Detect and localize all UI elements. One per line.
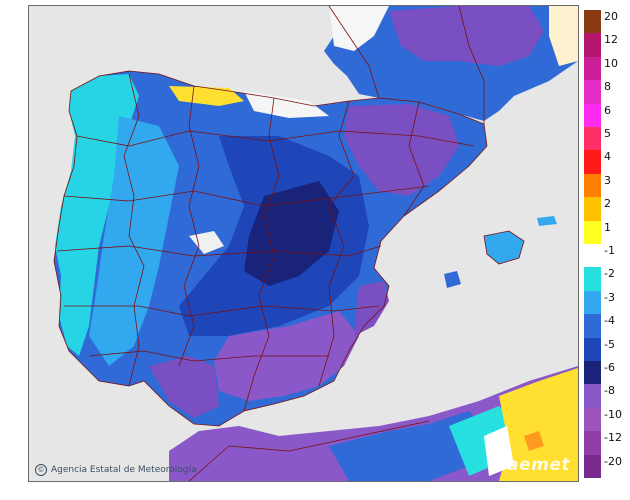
north-coast-pale xyxy=(244,91,329,118)
legend-label: 5 xyxy=(604,127,611,140)
copyright-icon: © xyxy=(35,464,47,476)
legend-label: -3 xyxy=(604,290,615,304)
legend-label: -1 xyxy=(604,244,615,257)
legend-label: 8 xyxy=(604,80,611,94)
central-navy-band xyxy=(244,181,339,286)
ebro-cold-area xyxy=(344,104,459,196)
north-coast-warm xyxy=(169,86,244,106)
legend-swatch xyxy=(584,431,601,455)
legend-swatch xyxy=(584,80,601,104)
legend-label: 10 xyxy=(604,56,618,70)
menorca xyxy=(537,216,557,226)
legend-swatch xyxy=(584,384,601,408)
legend-label: -12 xyxy=(604,431,622,445)
france-pale-area xyxy=(329,6,389,51)
legend-swatch xyxy=(584,220,601,244)
legend-label: 1 xyxy=(604,220,611,234)
province-boundaries xyxy=(53,6,525,481)
legend-swatch xyxy=(584,33,601,57)
legend-swatch xyxy=(584,56,601,81)
legend-label: 2 xyxy=(604,197,611,211)
south-cold-area xyxy=(149,356,219,418)
map-graphic xyxy=(29,6,578,481)
legend-label: 3 xyxy=(604,173,611,187)
mallorca xyxy=(484,231,524,264)
temperature-legend: 20 12 10 8 6 5 4 3 2 1 -1 -2 -3 -4 -5 -6 -8 -10 -12 -20 xyxy=(584,10,630,480)
center-light-patch xyxy=(189,231,224,254)
legend-swatch xyxy=(584,361,601,385)
aemet-watermark: aemet xyxy=(507,455,570,475)
legend-label: -2 xyxy=(604,267,615,281)
legend-swatch xyxy=(584,10,601,34)
ibiza xyxy=(444,271,461,288)
north-africa-blue xyxy=(329,411,489,481)
legend-swatch xyxy=(584,454,601,478)
legend-label: -4 xyxy=(604,314,615,328)
north-africa-white xyxy=(484,426,514,476)
north-africa-orange xyxy=(524,431,544,451)
legend-label: 4 xyxy=(604,150,611,164)
credit-text: Agencia Estatal de Meteorología xyxy=(51,465,197,475)
legend-label: 6 xyxy=(604,103,611,117)
west-light-blue xyxy=(89,116,179,366)
legend-swatch xyxy=(584,150,601,174)
copyright-credit: © Agencia Estatal de Meteorología xyxy=(35,464,197,476)
legend-swatch xyxy=(584,407,601,432)
legend-swatch xyxy=(584,337,601,361)
legend-swatch xyxy=(584,173,601,198)
legend-label: -5 xyxy=(604,337,615,351)
legend-swatch xyxy=(584,290,601,315)
legend-label: -6 xyxy=(604,361,615,374)
temperature-map: © Agencia Estatal de Meteorología aemet xyxy=(28,5,579,482)
legend-swatch xyxy=(584,103,601,127)
legend-swatch xyxy=(584,314,601,338)
legend-label: 12 xyxy=(604,33,618,47)
legend-swatch xyxy=(584,127,601,151)
france-east-warm xyxy=(549,6,578,66)
legend-label: 20 xyxy=(604,10,618,23)
levante-cold-area xyxy=(354,281,389,336)
legend-label: -10 xyxy=(604,407,622,421)
north-africa-warm xyxy=(499,368,578,481)
legend-swatch xyxy=(584,197,601,221)
legend-label: -20 xyxy=(604,454,622,468)
legend-label: -8 xyxy=(604,384,615,398)
legend-swatch xyxy=(584,267,601,291)
legend-swatch xyxy=(584,244,601,268)
